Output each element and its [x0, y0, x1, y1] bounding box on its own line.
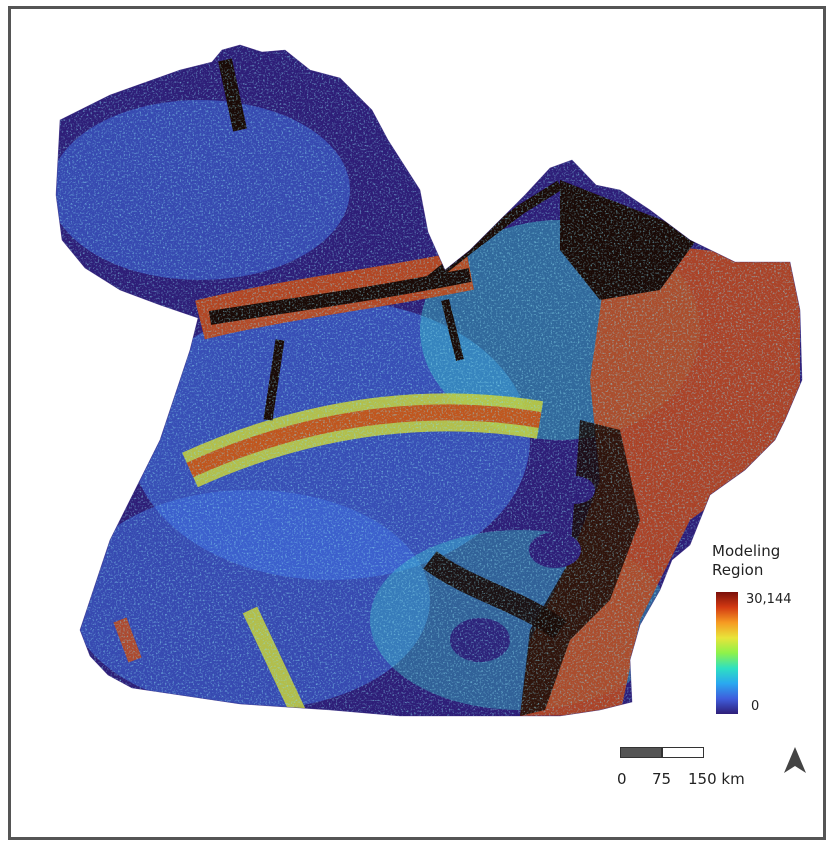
- legend-min-label: 0: [751, 699, 760, 714]
- scale-bar: [620, 747, 704, 758]
- scale-label-75: 75: [652, 770, 672, 788]
- scale-bar-segment-empty: [662, 747, 704, 758]
- legend-max-label: 30,144: [746, 592, 792, 607]
- scale-bar-segment-filled: [620, 747, 662, 758]
- legend-title: Modeling Region: [712, 542, 780, 580]
- legend-color-ramp: [716, 592, 738, 714]
- legend-title-line2: Region: [712, 561, 764, 579]
- north-arrow-icon: [784, 747, 806, 773]
- scale-label-150km: 150 km: [688, 770, 745, 788]
- legend-title-line1: Modeling: [712, 542, 781, 560]
- scale-label-0: 0: [617, 770, 627, 788]
